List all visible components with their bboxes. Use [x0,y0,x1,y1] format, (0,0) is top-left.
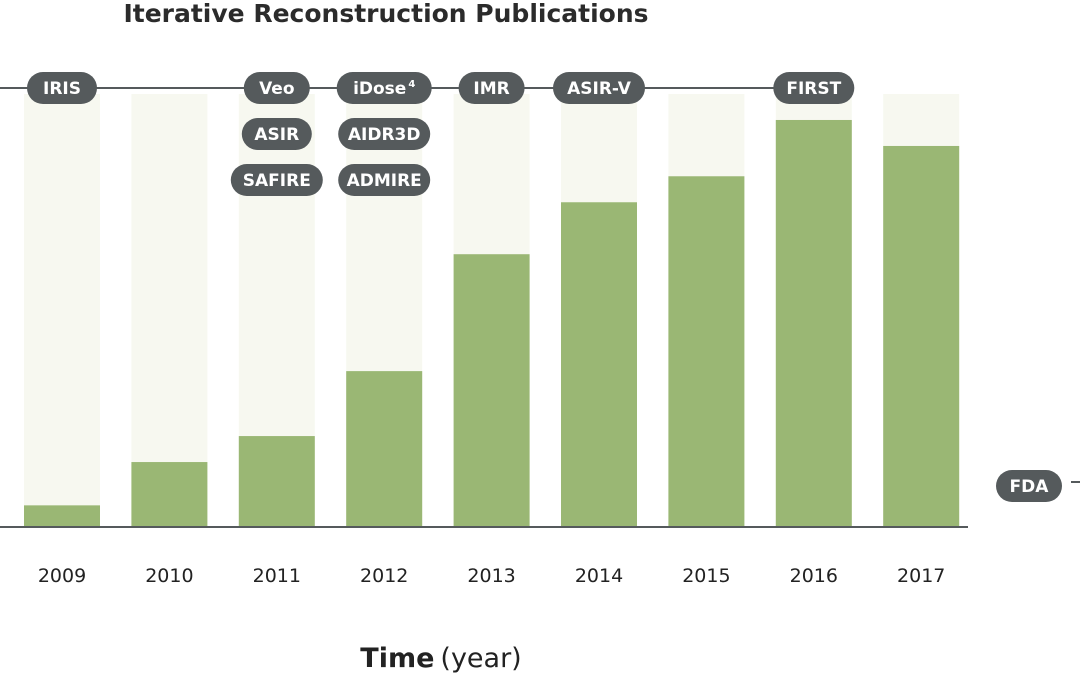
x-tick-label-2011: 2011 [253,565,301,587]
side-label: FDA [1010,477,1050,497]
x-axis-title: Time (year) [360,643,521,674]
annotation-2011-3-pill [230,164,323,196]
annotation-2011-2: ASIR [254,125,299,145]
annotation-2011-1-pill [243,72,310,104]
bar-2012 [346,371,423,527]
x-tick-label-2017: 2017 [897,565,945,587]
annotation-2012-2: AIDR3D [348,125,421,145]
annotation-2012-1-pill [336,72,432,104]
annotation-2011-2-pill [241,118,312,150]
bars [24,119,960,527]
bar-2013 [453,254,530,527]
annotation-2011-1: Veo [259,79,294,99]
x-tick-label-2015: 2015 [682,565,730,587]
chart-title: Iterative Reconstruction Publications [123,0,648,28]
x-axis-title-unit: (year) [440,643,521,674]
annotation-2013-1-pill [458,72,525,104]
annotation-2012-3: ADMIRE [347,171,422,191]
annotation-2009-1-pill [27,72,97,104]
annotation-2016-1: FIRST [786,79,841,99]
x-tick-label-2013: 2013 [467,565,515,587]
annotation-2012-2-pill [338,118,431,150]
bar-2016 [775,119,852,527]
annotation-2016-1-pill [773,72,855,104]
annotation-2011-3: SAFIRE [243,171,311,191]
bar-2009 [24,505,100,527]
bar-2017 [883,145,960,527]
x-tick-label-2016: 2016 [790,565,838,587]
annotation-2013-1: IMR [473,79,509,99]
x-axis-title-main: Time [360,643,434,674]
bar-2015 [668,176,745,527]
annotation-2012-3-pill [338,164,431,196]
bar-background-2009 [24,94,100,527]
side-label-pill [996,470,1062,502]
annotations: IRIS Veo ASIR SAFIRE iDose 4 AIDR3D ADMIRE IMR AS… [0,72,1080,502]
bar-2010 [131,462,208,527]
annotation-2014-1: ASIR-V [567,79,632,99]
bar-2011 [238,436,315,527]
annotation-2012-1: iDose 4 [353,79,415,99]
annotation-2014-1-pill [553,72,645,104]
bar-background-2010 [131,94,208,527]
x-tick-label-2009: 2009 [38,565,86,587]
x-tick-labels: 2009 2010 2011 2012 2013 2014 2015 2016 2017 [38,565,946,587]
x-tick-label-2010: 2010 [145,565,193,587]
annotation-2009-1: IRIS [43,79,81,99]
x-tick-label-2014: 2014 [575,565,623,587]
bar-2014 [561,202,637,527]
x-tick-label-2012: 2012 [360,565,408,587]
